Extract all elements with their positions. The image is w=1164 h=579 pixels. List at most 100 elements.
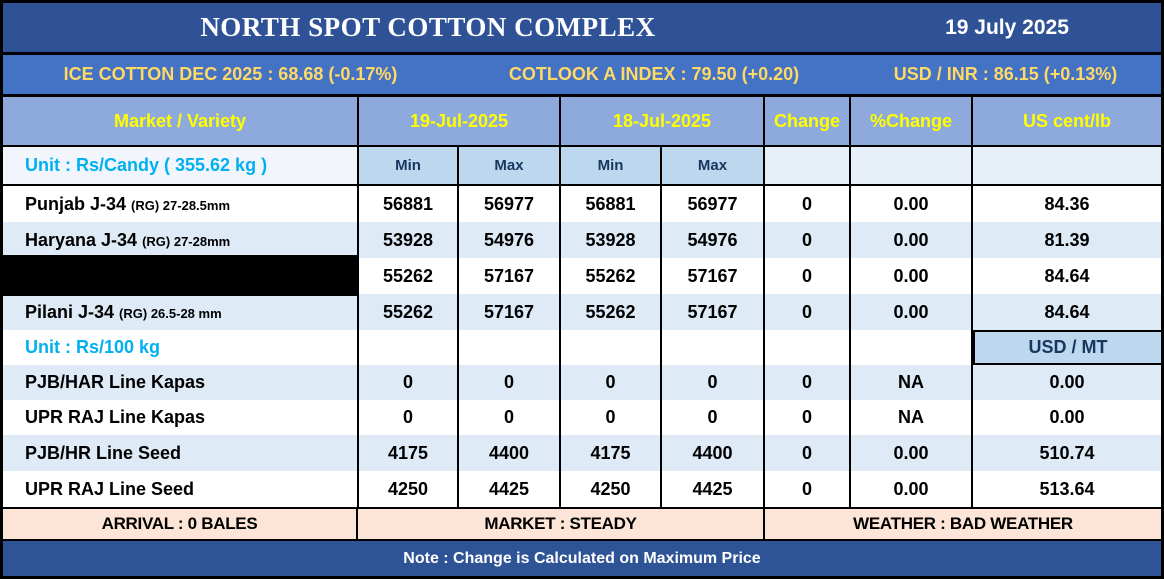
pjbhr-seed-min-19jul: 4175: [359, 435, 459, 471]
unit2-empty-min-19jul: [359, 330, 459, 365]
market-spec: (RG) 27-28mm: [142, 234, 231, 249]
market-cell-upr-raj-kapas: UPR RAJ Line Kapas: [3, 400, 359, 435]
market-name: Pilani J-34: [25, 301, 115, 322]
pjbhar-kapas-usd-mt: 0.00: [973, 365, 1161, 400]
uprraj-kapas-min-19jul: 0: [359, 400, 459, 435]
punjab-change: 0: [765, 186, 851, 222]
market-name: UPR RAJ Line Seed: [25, 478, 195, 499]
subheader-max-18jul: Max: [662, 147, 765, 186]
market-cell-punjab: Punjab J-34 (RG) 27-28.5mm: [3, 186, 359, 222]
status-strip: ARRIVAL : 0 BALES MARKET : STEADY WEATHE…: [3, 507, 1161, 541]
pilani-min-18jul: 55262: [561, 294, 662, 330]
unit-row-empty-uscent: [973, 147, 1161, 186]
pjbhar-kapas-min-19jul: 0: [359, 365, 459, 400]
subheader-min-19jul: Min: [359, 147, 459, 186]
redacted-max-18jul: 57167: [662, 258, 765, 294]
haryana-uscent: 81.39: [973, 222, 1161, 258]
uprraj-seed-max-19jul: 4425: [459, 471, 561, 507]
pjbhr-seed-min-18jul: 4175: [561, 435, 662, 471]
uprraj-kapas-min-18jul: 0: [561, 400, 662, 435]
pjbhr-seed-usd-mt: 510.74: [973, 435, 1161, 471]
punjab-min-19jul: 56881: [359, 186, 459, 222]
ticker-ice-cotton: ICE COTTON DEC 2025 : 68.68 (-0.17%): [63, 64, 398, 84]
title-bar: NORTH SPOT COTTON COMPLEX 19 July 2025: [3, 3, 1161, 55]
uprraj-kapas-pct-change: NA: [851, 400, 973, 435]
punjab-uscent: 84.36: [973, 186, 1161, 222]
market-name: PJB/HR Line Seed: [25, 442, 182, 463]
usd-mt-header: USD / MT: [973, 330, 1161, 365]
market-cell-redacted: [3, 255, 359, 296]
uprraj-kapas-max-19jul: 0: [459, 400, 561, 435]
market-name: Haryana J-34: [25, 229, 138, 250]
pjbhar-kapas-max-19jul: 0: [459, 365, 561, 400]
redaction-black-box: [3, 255, 357, 296]
uprraj-kapas-change: 0: [765, 400, 851, 435]
haryana-min-18jul: 53928: [561, 222, 662, 258]
pilani-uscent: 84.64: [973, 294, 1161, 330]
note-bar: Note : Change is Calculated on Maximum P…: [3, 541, 1161, 576]
pilani-max-18jul: 57167: [662, 294, 765, 330]
weather-status: WEATHER : BAD WEATHER: [853, 514, 1073, 533]
unit-row-empty-change: [765, 147, 851, 186]
column-header-date-19jul: 19-Jul-2025: [359, 97, 561, 147]
pjbhr-seed-max-19jul: 4400: [459, 435, 561, 471]
haryana-max-18jul: 54976: [662, 222, 765, 258]
unit2-empty-max-18jul: [662, 330, 765, 365]
ticker-cotlook-index: COTLOOK A INDEX : 79.50 (+0.20): [508, 64, 800, 84]
market-spec: (RG) 26.5-28 mm: [119, 306, 222, 321]
uprraj-seed-max-18jul: 4425: [662, 471, 765, 507]
arrival-status: ARRIVAL : 0 BALES: [101, 514, 258, 533]
report-title: NORTH SPOT COTTON COMPLEX: [200, 12, 656, 42]
market-cell-upr-raj-seed: UPR RAJ Line Seed: [3, 471, 359, 507]
subheader-max-19jul: Max: [459, 147, 561, 186]
pilani-min-19jul: 55262: [359, 294, 459, 330]
column-header-market-variety: Market / Variety: [3, 97, 359, 147]
market-cell-pilani: Pilani J-34 (RG) 26.5-28 mm: [3, 294, 359, 330]
unit2-empty-pct-change: [851, 330, 973, 365]
market-cell-pjb-har-kapas: PJB/HAR Line Kapas: [3, 365, 359, 400]
pjbhar-kapas-max-18jul: 0: [662, 365, 765, 400]
ticker-bar: ICE COTTON DEC 2025 : 68.68 (-0.17%) COT…: [3, 55, 1161, 97]
redacted-min-18jul: 55262: [561, 258, 662, 294]
column-header-us-cent-lb: US cent/lb: [973, 97, 1161, 147]
market-cell-haryana: Haryana J-34 (RG) 27-28mm: [3, 222, 359, 258]
uprraj-seed-usd-mt: 513.64: [973, 471, 1161, 507]
uprraj-seed-pct-change: 0.00: [851, 471, 973, 507]
pjbhr-seed-pct-change: 0.00: [851, 435, 973, 471]
pjbhar-kapas-pct-change: NA: [851, 365, 973, 400]
pilani-max-19jul: 57167: [459, 294, 561, 330]
market-name: UPR RAJ Line Kapas: [25, 407, 206, 427]
haryana-min-19jul: 53928: [359, 222, 459, 258]
market-name: Punjab J-34: [25, 193, 127, 214]
uprraj-seed-min-19jul: 4250: [359, 471, 459, 507]
column-header-date-18jul: 18-Jul-2025: [561, 97, 765, 147]
pilani-change: 0: [765, 294, 851, 330]
unit2-empty-change: [765, 330, 851, 365]
column-header-change: Change: [765, 97, 851, 147]
unit-label-rs-100kg: Unit : Rs/100 kg: [3, 330, 359, 365]
haryana-max-19jul: 54976: [459, 222, 561, 258]
column-header-pct-change: %Change: [851, 97, 973, 147]
unit-label-rs-candy: Unit : Rs/Candy ( 355.62 kg ): [3, 147, 359, 186]
uprraj-kapas-usd-mt: 0.00: [973, 400, 1161, 435]
report-date: 19 July 2025: [945, 15, 1069, 39]
unit2-empty-max-19jul: [459, 330, 561, 365]
uprraj-kapas-max-18jul: 0: [662, 400, 765, 435]
market-spec: (RG) 27-28.5mm: [131, 198, 231, 213]
market-cell-pjb-hr-seed: PJB/HR Line Seed: [3, 435, 359, 471]
uprraj-seed-change: 0: [765, 471, 851, 507]
punjab-pct-change: 0.00: [851, 186, 973, 222]
subheader-min-18jul: Min: [561, 147, 662, 186]
haryana-change: 0: [765, 222, 851, 258]
market-name: PJB/HAR Line Kapas: [25, 372, 206, 392]
ticker-usd-inr: USD / INR : 86.15 (+0.13%): [893, 64, 1118, 84]
market-status: MARKET : STEADY: [356, 509, 765, 539]
pjbhr-seed-max-18jul: 4400: [662, 435, 765, 471]
unit2-empty-min-18jul: [561, 330, 662, 365]
punjab-max-19jul: 56977: [459, 186, 561, 222]
pjbhar-kapas-change: 0: [765, 365, 851, 400]
pjbhr-seed-change: 0: [765, 435, 851, 471]
haryana-pct-change: 0.00: [851, 222, 973, 258]
pilani-pct-change: 0.00: [851, 294, 973, 330]
